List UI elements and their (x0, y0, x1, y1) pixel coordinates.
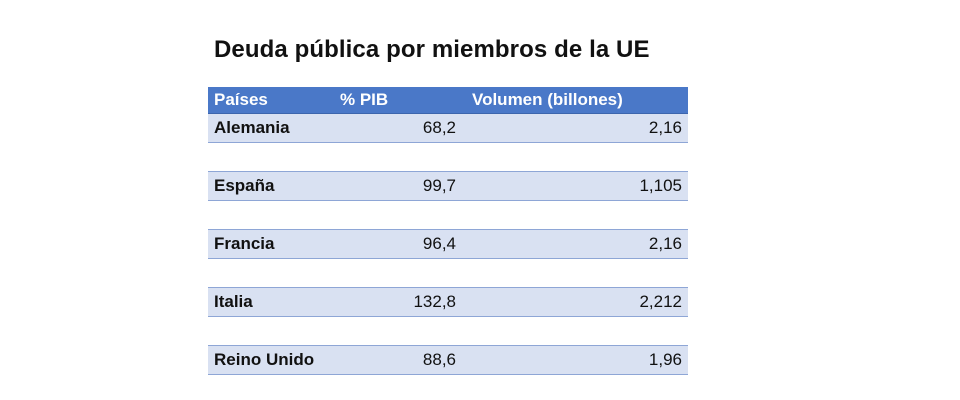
table-row: España 99,7 1,105 (208, 171, 688, 201)
country-cell: Italia (208, 287, 326, 317)
pib-cell: 132,8 (326, 287, 462, 317)
spacer-cell (326, 200, 462, 230)
header-pib: % PIB (326, 87, 462, 114)
volume-cell: 1,105 (462, 171, 688, 201)
spacer-cell (208, 200, 326, 230)
spacer-cell (462, 258, 688, 288)
spacer-cell (462, 200, 688, 230)
volume-cell: 2,212 (462, 287, 688, 317)
country-cell: Reino Unido (208, 345, 326, 375)
spacer-row (208, 316, 688, 346)
volume-cell: 2,16 (462, 113, 688, 143)
table-row: Francia 96,4 2,16 (208, 229, 688, 259)
pib-cell: 99,7 (326, 171, 462, 201)
spacer-cell (208, 258, 326, 288)
volume-cell: 2,16 (462, 229, 688, 259)
table-row: Italia 132,8 2,212 (208, 287, 688, 317)
country-cell: España (208, 171, 326, 201)
spacer-cell (208, 316, 326, 346)
header-countries: Países (208, 87, 326, 114)
header-row: Países % PIB Volumen (billones) (208, 87, 688, 114)
header-volume: Volumen (billones) (462, 87, 688, 114)
spacer-cell (208, 142, 326, 172)
table-row: Reino Unido 88,6 1,96 (208, 345, 688, 375)
spacer-row (208, 258, 688, 288)
spacer-cell (326, 316, 462, 346)
pib-cell: 88,6 (326, 345, 462, 375)
spacer-row (208, 142, 688, 172)
debt-table: Países % PIB Volumen (billones) Alemania… (208, 87, 688, 375)
pib-cell: 68,2 (326, 113, 462, 143)
spacer-cell (462, 316, 688, 346)
table-row: Alemania 68,2 2,16 (208, 113, 688, 143)
spacer-cell (326, 258, 462, 288)
spacer-cell (326, 142, 462, 172)
country-cell: Alemania (208, 113, 326, 143)
volume-cell: 1,96 (462, 345, 688, 375)
pib-cell: 96,4 (326, 229, 462, 259)
country-cell: Francia (208, 229, 326, 259)
spacer-row (208, 200, 688, 230)
table-title: Deuda pública por miembros de la UE (214, 36, 650, 63)
spacer-cell (462, 142, 688, 172)
